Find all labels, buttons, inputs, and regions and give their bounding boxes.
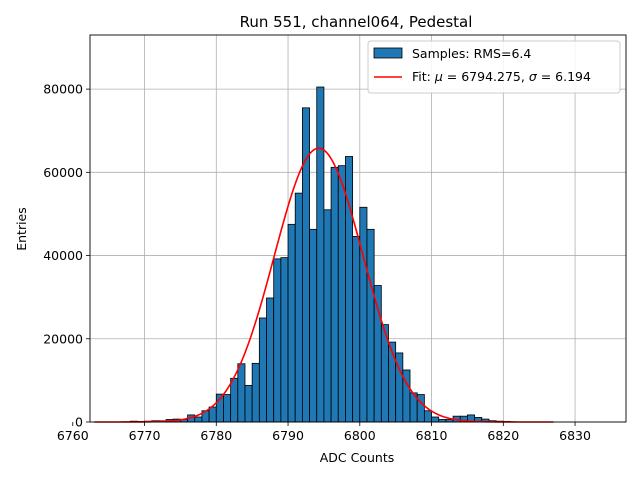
histogram-bar [258,317,267,423]
legend: Samples: RMS=6.4 Fit: μ = 6794.275, σ = … [367,40,621,94]
histogram-bar [273,258,282,423]
legend-fit-label: Fit: μ = 6794.275, σ = 6.194 [412,69,591,84]
histogram-bar [423,410,432,423]
histogram-bar [251,362,260,423]
y-tick-label: 0 [75,415,83,430]
histogram-bar [194,416,203,423]
histogram-bar [208,406,217,423]
x-tick-label: 6830 [559,428,591,443]
fit-curve [94,147,554,423]
legend-histogram-swatch [373,47,403,59]
histogram-bar [237,363,246,423]
x-tick-label: 6780 [200,428,232,443]
histogram-bar [244,384,253,423]
plot-frame [89,34,627,423]
histogram-bars [129,86,511,423]
histogram-bar [431,416,440,423]
chart-title: Run 551, channel064, Pedestal [240,13,473,31]
histogram-bar [223,394,232,423]
histogram-bar [309,228,318,423]
x-tick-label: 6790 [272,428,304,443]
histogram-bar [352,236,361,423]
histogram-bar [294,192,303,423]
x-tick-label: 6810 [416,428,448,443]
histogram-bar [330,166,339,423]
histogram-bar [323,209,332,423]
histogram-bar [316,86,325,423]
legend-histogram-label: Samples: RMS=6.4 [412,46,531,61]
x-tick-label: 6760 [57,428,89,443]
y-tick-label: 40000 [43,248,83,263]
x-tick-label: 6800 [344,428,376,443]
histogram-bar [266,297,275,423]
histogram-bar [230,377,239,423]
x-tick-label: 6770 [129,428,161,443]
y-tick-label: 60000 [43,165,83,180]
y-axis-label: Entries [14,207,29,251]
histogram-bar [280,257,289,423]
histogram-bar [359,206,368,423]
y-tick-label: 80000 [43,82,83,97]
x-axis-label: ADC Counts [320,450,395,465]
histogram-bar [366,228,375,423]
y-tick-label: 20000 [43,331,83,346]
x-tick-label: 6820 [487,428,519,443]
histogram-bar [337,165,346,423]
axis-ticks: 6760 6770 6780 6790 6800 6810 6820 6830 0 20000 40… [43,82,591,443]
legend-box [367,40,621,94]
histogram-bar [287,223,296,423]
